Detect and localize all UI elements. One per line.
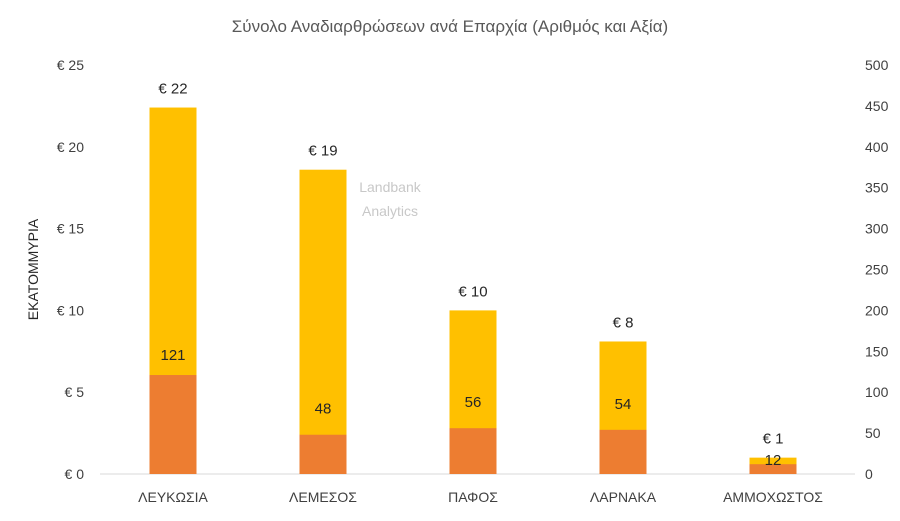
- count-bar: [449, 428, 497, 474]
- category-label: ΑΜΜΟΧΩΣΤΟΣ: [723, 489, 823, 505]
- left-tick-label: € 0: [65, 466, 85, 482]
- count-bar: [599, 429, 647, 474]
- watermark-line-1: Landbank: [359, 179, 422, 195]
- category-label: ΛΕΜΕΣΟΣ: [289, 489, 357, 505]
- left-tick-label: € 10: [57, 302, 84, 318]
- count-data-label: 56: [465, 394, 482, 411]
- value-bar: [299, 169, 347, 475]
- right-axis-ticks: 0 50 100 150 200 250 300 350 400 450 500: [865, 57, 889, 482]
- count-bar: [299, 434, 347, 474]
- value-data-label: € 19: [308, 143, 337, 160]
- y-axis-label: ΕΚΑΤΟΜΜΥΡΙΑ: [25, 218, 41, 320]
- right-tick-label: 450: [865, 98, 889, 114]
- bars: € 22 121 € 19 48 € 10 56 € 8 54 € 1 12: [149, 81, 797, 475]
- right-tick-label: 100: [865, 384, 889, 400]
- category-label: ΛΕΥΚΩΣΙΑ: [138, 489, 208, 505]
- left-axis-ticks: € 0 € 5 € 10 € 15 € 20 € 25: [57, 57, 84, 482]
- category-label: ΠΑΦΟΣ: [448, 489, 498, 505]
- right-tick-label: 400: [865, 139, 889, 155]
- count-bar: [149, 375, 197, 474]
- left-tick-label: € 5: [65, 384, 85, 400]
- watermark-line-2: Analytics: [362, 203, 418, 219]
- right-tick-label: 0: [865, 466, 873, 482]
- right-tick-label: 350: [865, 180, 889, 196]
- left-tick-label: € 25: [57, 57, 84, 73]
- right-tick-label: 50: [865, 425, 881, 441]
- left-tick-label: € 15: [57, 221, 84, 237]
- category-labels: ΛΕΥΚΩΣΙΑ ΛΕΜΕΣΟΣ ΠΑΦΟΣ ΛΑΡΝΑΚΑ ΑΜΜΟΧΩΣΤΟΣ: [138, 489, 823, 505]
- chart-title: Σύνολο Αναδιαρθρώσεων ανά Επαρχία (Αριθμ…: [232, 17, 668, 36]
- right-tick-label: 250: [865, 262, 889, 278]
- right-tick-label: 300: [865, 221, 889, 237]
- count-data-label: 12: [765, 452, 782, 469]
- value-data-label: € 1: [763, 431, 784, 448]
- value-data-label: € 10: [458, 283, 487, 300]
- watermark: Landbank Analytics: [359, 179, 422, 219]
- count-bar: [749, 464, 797, 474]
- count-data-label: 48: [315, 401, 332, 418]
- count-data-label: 121: [160, 347, 185, 364]
- value-data-label: € 22: [158, 81, 187, 98]
- left-tick-label: € 20: [57, 139, 84, 155]
- right-tick-label: 500: [865, 57, 889, 73]
- right-tick-label: 150: [865, 343, 889, 359]
- value-data-label: € 8: [613, 314, 634, 331]
- category-label: ΛΑΡΝΑΚΑ: [590, 489, 657, 505]
- right-tick-label: 200: [865, 302, 889, 318]
- count-data-label: 54: [615, 396, 632, 413]
